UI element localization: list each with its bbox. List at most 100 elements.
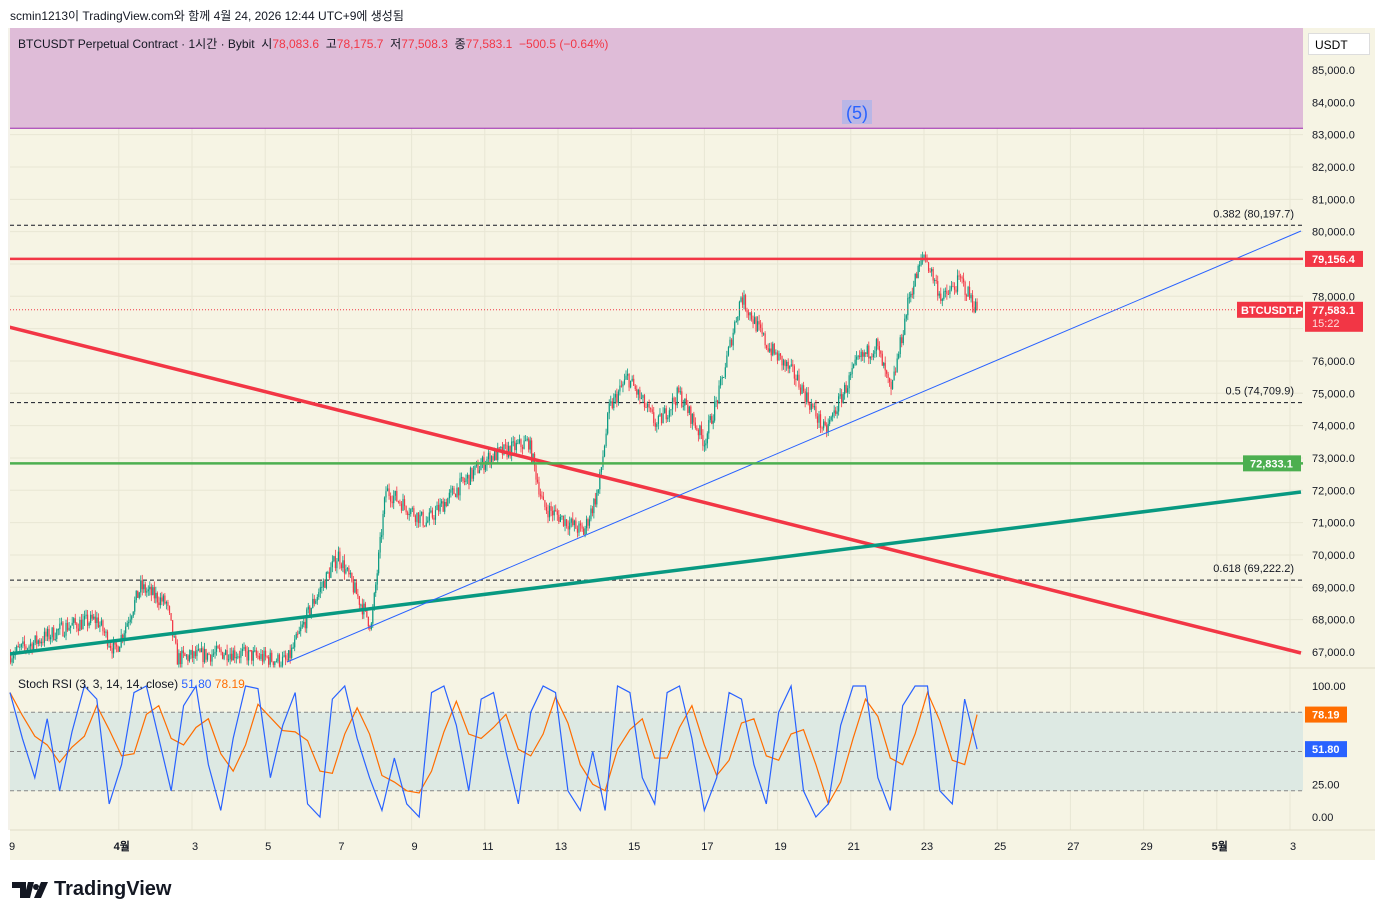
- candle-body: [575, 520, 577, 529]
- candle-body: [946, 290, 948, 295]
- candle-body: [199, 649, 201, 653]
- candle-body: [787, 361, 789, 369]
- candle-body: [796, 374, 799, 381]
- price-tick-label: 82,000.0: [1312, 162, 1355, 174]
- candle-body: [660, 413, 663, 424]
- candle-body: [10, 655, 12, 663]
- candle-body: [839, 394, 841, 397]
- candle-body: [860, 351, 862, 358]
- candle-body: [454, 494, 457, 498]
- candle-body: [919, 265, 921, 267]
- candle-body: [611, 401, 613, 409]
- candle-body: [301, 624, 303, 628]
- candle-body: [844, 384, 846, 395]
- candle-body: [880, 350, 882, 354]
- candle-body: [94, 616, 96, 623]
- stoch-k-badge-label: 51.80: [1312, 744, 1340, 756]
- candle-body: [773, 343, 775, 354]
- candle-body: [138, 592, 140, 598]
- candle-body: [411, 508, 413, 510]
- candle-body: [520, 439, 522, 447]
- candle-body: [345, 569, 347, 574]
- candle-body: [223, 654, 225, 659]
- time-tick-label: 23: [921, 841, 933, 853]
- last-price-badge: [1305, 301, 1363, 332]
- candle-body: [931, 269, 933, 272]
- candle-body: [54, 639, 56, 641]
- candle-body: [289, 650, 291, 658]
- candle-body: [538, 482, 540, 495]
- candle-body: [500, 446, 502, 449]
- candle-body: [548, 506, 551, 518]
- candle-body: [727, 347, 730, 356]
- stoch-k-value: 51.80: [181, 677, 212, 691]
- candle-body: [313, 598, 315, 604]
- candle-body: [744, 295, 747, 311]
- candle-body: [700, 425, 702, 436]
- candle-body: [570, 518, 572, 523]
- candle-body: [735, 321, 737, 323]
- candle-body: [135, 590, 137, 601]
- candle-body: [168, 606, 171, 614]
- candle-body: [428, 512, 430, 521]
- candle-body: [414, 515, 417, 522]
- candle-body: [667, 417, 669, 420]
- candle-body: [330, 567, 332, 578]
- candle-body: [602, 456, 604, 468]
- candle-body: [664, 408, 666, 414]
- candle-body: [531, 440, 533, 463]
- candle-body: [494, 449, 496, 461]
- candle-body: [307, 606, 309, 610]
- candle-body: [747, 312, 750, 316]
- candle-body: [226, 650, 228, 661]
- candle-body: [105, 631, 107, 633]
- candle-body: [254, 650, 256, 652]
- candle-body: [246, 651, 248, 661]
- candle-body: [714, 401, 716, 421]
- candle-body: [657, 415, 659, 425]
- candle-body: [357, 594, 359, 597]
- candle-body: [425, 522, 427, 527]
- candle-body: [576, 528, 579, 533]
- candle-body: [53, 627, 55, 640]
- symbol-title[interactable]: BTCUSDT Perpetual Contract · 1시간 · Bybit: [18, 37, 255, 51]
- price-tick-label: 78,000.0: [1312, 291, 1355, 303]
- candle-body: [720, 378, 722, 386]
- price-tick-label: 73,000.0: [1312, 453, 1355, 465]
- candle-body: [509, 445, 511, 456]
- candle-body: [158, 602, 160, 606]
- candle-body: [528, 438, 530, 450]
- candle-body: [793, 366, 795, 379]
- candle-body: [152, 587, 154, 595]
- candle-body: [209, 654, 212, 662]
- candle-body: [699, 425, 701, 436]
- tradingview-logo[interactable]: TradingView: [12, 878, 171, 901]
- candle-body: [711, 416, 713, 424]
- candle-body: [57, 629, 59, 631]
- candle-body: [114, 642, 116, 645]
- stoch-rsi-title[interactable]: Stoch RSI (3, 3, 14, 14, close): [18, 677, 179, 691]
- stoch-k-badge: [1305, 741, 1347, 758]
- candle-body: [240, 651, 242, 658]
- candle-body: [874, 350, 876, 354]
- candle-body: [248, 650, 250, 661]
- time-tick-label: 29: [1140, 841, 1152, 853]
- candle-body: [457, 487, 460, 496]
- candle-body: [93, 616, 95, 619]
- candle-body: [490, 456, 493, 465]
- candle-body: [498, 447, 500, 449]
- candle-body: [448, 492, 450, 499]
- candle-body: [637, 389, 639, 395]
- currency-selector[interactable]: USDT: [1308, 33, 1370, 55]
- candle-body: [90, 614, 92, 623]
- candle-body: [673, 397, 675, 402]
- candle-body: [396, 491, 398, 502]
- candle-body: [841, 394, 843, 403]
- candle-body: [590, 508, 592, 520]
- candle-body: [179, 653, 181, 665]
- candle-body: [712, 420, 714, 424]
- candle-body: [80, 619, 83, 630]
- candle-body: [845, 384, 847, 393]
- time-tick-label: 11: [482, 841, 493, 853]
